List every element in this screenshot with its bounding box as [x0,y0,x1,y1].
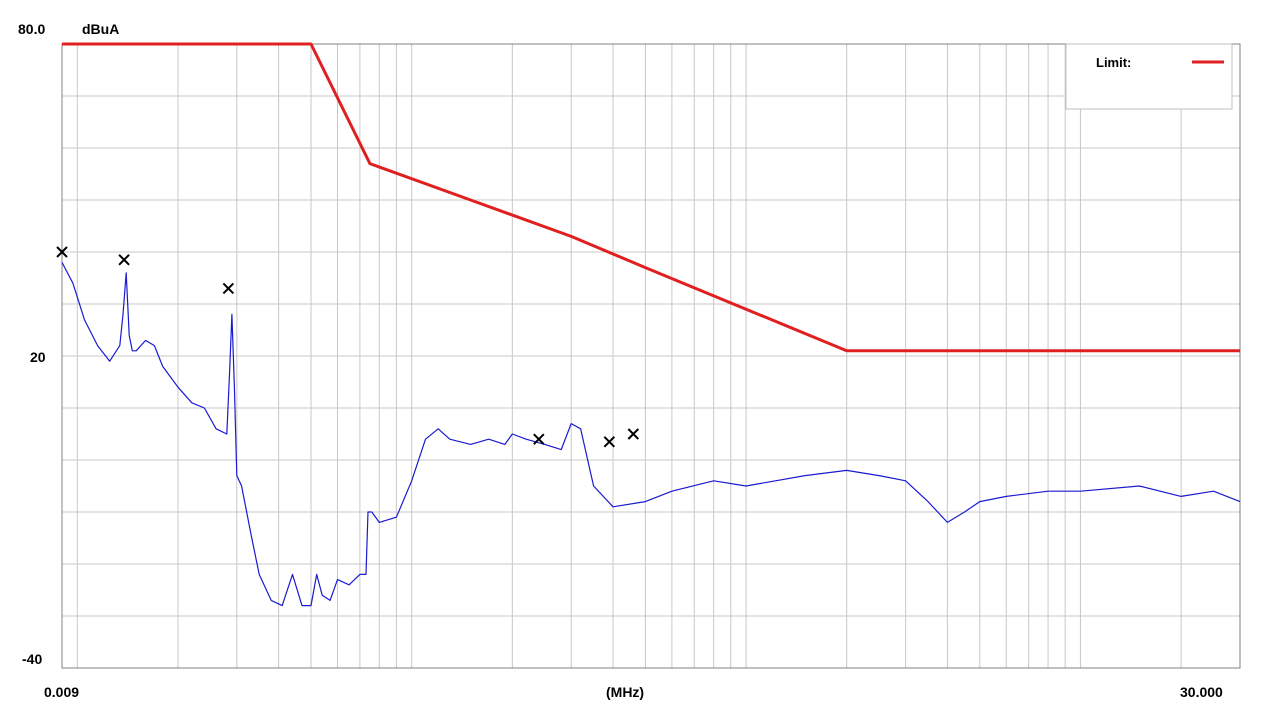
limit-line [62,42,1240,353]
measurement-polyline [61,262,1241,607]
peak-marker [627,428,640,440]
x-tick-label-start: 0.009 [44,684,79,700]
peak-marker [222,282,235,295]
legend-limit-label: Limit: [1096,55,1131,70]
peak-markers [56,246,640,448]
x-tick-label-end: 30.000 [1180,684,1223,700]
peak-marker [533,433,545,445]
peak-marker [56,246,68,258]
y-tick-label-top: 80.0 [18,21,45,37]
peak-marker [118,254,130,266]
plot-frame [61,43,1241,669]
peak-marker [603,436,616,448]
measurement-trace [61,262,1241,607]
y-tick-label-bottom: -40 [22,651,42,667]
y-tick-label-mid: 20 [30,349,46,365]
legend-box [1065,43,1233,110]
unit-label: dBuA [82,21,119,37]
x-axis-label: (MHz) [606,684,644,700]
legend: Limit: [1065,43,1233,110]
limit-polyline [62,42,1240,353]
